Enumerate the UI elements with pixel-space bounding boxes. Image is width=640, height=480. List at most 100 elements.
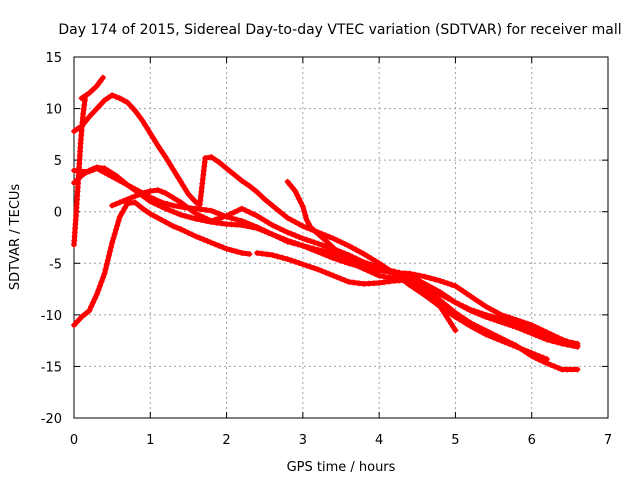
y-tick-label: -10 [41, 309, 62, 324]
data-point [454, 301, 457, 304]
data-point [217, 161, 220, 164]
data-point [179, 213, 182, 216]
data-point [179, 201, 182, 204]
x-tick-label: 6 [528, 433, 536, 448]
y-axis-label: SDTVAR / TECUs [8, 184, 23, 291]
data-point [240, 207, 243, 210]
data-point [225, 214, 228, 217]
data-point [423, 288, 426, 291]
data-point [88, 92, 91, 95]
data-point [439, 279, 442, 282]
data-point [195, 212, 198, 215]
data-point [515, 344, 518, 347]
data-point [172, 225, 175, 228]
data-point [210, 209, 213, 212]
data-point [317, 248, 320, 251]
data-point [198, 203, 201, 206]
data-point [256, 227, 259, 230]
data-point [271, 233, 274, 236]
x-axis-label: GPS time / hours [287, 460, 396, 475]
axis-ticks: 0 1 2 3 4 5 6 7 -20 -15 -10 -5 0 5 10 15 [41, 51, 612, 448]
data-series [71, 74, 581, 373]
data-point [141, 207, 144, 210]
data-point [88, 309, 91, 312]
data-point [111, 94, 114, 97]
data-point [195, 217, 198, 220]
data-point [240, 219, 243, 222]
y-tick-label: 0 [54, 206, 62, 221]
data-point [156, 216, 159, 219]
data-point [118, 201, 121, 204]
data-point [156, 189, 159, 192]
data-point [73, 324, 75, 327]
data-point [195, 201, 198, 204]
data-point [204, 157, 207, 160]
data-point [362, 261, 365, 264]
data-point [515, 326, 518, 329]
data-point [160, 201, 163, 204]
data-point [103, 99, 106, 102]
x-tick-label: 1 [146, 433, 154, 448]
data-point [301, 205, 304, 208]
data-point [73, 243, 75, 246]
data-point [210, 156, 213, 159]
data-point [454, 284, 457, 287]
data-point [179, 228, 182, 231]
data-point [80, 315, 83, 318]
data-point [454, 329, 457, 332]
data-point [469, 308, 472, 311]
data-point [256, 251, 259, 254]
data-point [545, 362, 548, 365]
data-point [134, 109, 137, 112]
data-point [401, 278, 404, 281]
x-tick-label: 4 [375, 433, 383, 448]
series-trace-4 [71, 74, 106, 248]
data-point [301, 237, 304, 240]
data-point [73, 181, 75, 184]
data-point [286, 216, 289, 219]
data-point [172, 168, 175, 171]
data-point [423, 294, 426, 297]
data-point [141, 192, 144, 195]
data-point [126, 198, 129, 201]
data-point [149, 132, 152, 135]
data-point [378, 262, 381, 265]
data-point [301, 263, 304, 266]
data-point [80, 97, 83, 100]
data-point [210, 241, 213, 244]
x-tick-label: 7 [604, 433, 612, 448]
data-point [233, 173, 236, 176]
data-point [378, 281, 381, 284]
data-point [84, 95, 87, 98]
data-point [576, 342, 579, 345]
data-point [355, 264, 358, 267]
data-point [378, 274, 381, 277]
data-point [95, 84, 98, 87]
data-point [271, 224, 274, 227]
data-point [149, 212, 152, 215]
data-point [423, 275, 426, 278]
data-point [172, 204, 175, 207]
data-point [126, 202, 129, 205]
data-point [439, 299, 442, 302]
data-point [317, 268, 320, 271]
data-point [164, 207, 167, 210]
y-tick-label: -20 [41, 412, 62, 427]
y-tick-label: -5 [49, 257, 62, 272]
data-point [332, 251, 335, 254]
data-point [469, 322, 472, 325]
data-point [530, 327, 533, 330]
data-point [111, 204, 114, 207]
data-point [492, 333, 495, 336]
data-point [271, 204, 274, 207]
series-trace-9 [284, 178, 581, 373]
y-tick-label: 5 [54, 154, 62, 169]
x-tick-label: 0 [70, 433, 78, 448]
data-point [118, 97, 121, 100]
data-point [103, 272, 106, 275]
data-point [103, 171, 106, 174]
data-point [286, 258, 289, 261]
data-point [347, 244, 350, 247]
data-point [561, 339, 564, 342]
data-point [88, 115, 91, 118]
